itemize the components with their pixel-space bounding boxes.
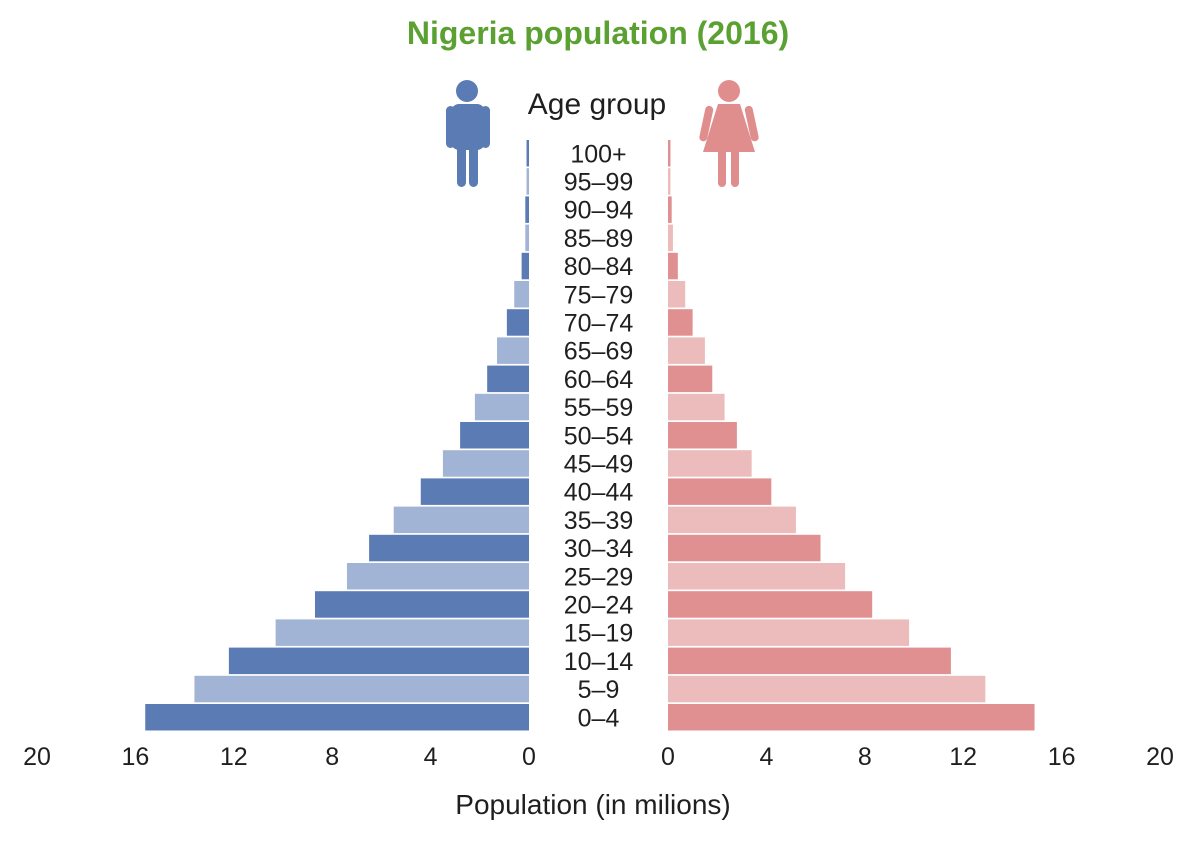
male-bar-1 bbox=[526, 168, 529, 195]
x-tick-label: 8 bbox=[858, 743, 872, 771]
female-bar-4 bbox=[668, 252, 678, 280]
age-group-label: 20–24 bbox=[564, 591, 634, 619]
male-bar-19 bbox=[194, 675, 529, 703]
age-group-label: 15–19 bbox=[564, 620, 634, 648]
x-axis-title: Population (in milions) bbox=[455, 789, 730, 820]
female-bar-14 bbox=[668, 534, 821, 562]
x-tick-label: 16 bbox=[121, 743, 149, 771]
age-group-header: Age group bbox=[528, 88, 666, 121]
female-bar-12 bbox=[668, 478, 772, 505]
x-tick-label: 20 bbox=[1146, 743, 1174, 771]
x-tick-label: 4 bbox=[424, 743, 438, 771]
male-bar-11 bbox=[442, 450, 529, 477]
age-group-label: 100+ bbox=[570, 140, 626, 168]
male-bar-17 bbox=[275, 619, 529, 646]
x-tick-label: 8 bbox=[325, 743, 339, 771]
male-bar-12 bbox=[420, 478, 529, 505]
age-group-label: 10–14 bbox=[564, 648, 634, 676]
x-tick-label: 0 bbox=[661, 743, 675, 771]
x-tick-label: 20 bbox=[23, 743, 51, 771]
age-group-label: 80–84 bbox=[564, 253, 634, 281]
age-group-label: 45–49 bbox=[564, 450, 634, 478]
female-bar-8 bbox=[668, 365, 713, 393]
female-bar-1 bbox=[668, 168, 671, 195]
female-bar-9 bbox=[668, 393, 725, 421]
age-group-label: 35–39 bbox=[564, 507, 634, 535]
age-group-label: 65–69 bbox=[564, 338, 634, 366]
male-bar-3 bbox=[525, 224, 529, 252]
age-group-label: 60–64 bbox=[564, 366, 634, 394]
age-group-label: 40–44 bbox=[564, 479, 634, 507]
male-bar-15 bbox=[346, 563, 529, 590]
female-bar-13 bbox=[668, 506, 796, 534]
male-bar-7 bbox=[497, 337, 529, 364]
age-group-labels: 100+95–9990–9485–8980–8475–7970–7465–696… bbox=[564, 140, 634, 732]
age-group-label: 5–9 bbox=[578, 676, 620, 704]
age-group-label: 85–89 bbox=[564, 225, 634, 253]
female-bar-18 bbox=[668, 647, 951, 675]
x-tick-label: 0 bbox=[522, 743, 536, 771]
female-bars bbox=[668, 140, 1035, 731]
x-tick-label: 12 bbox=[949, 743, 977, 771]
male-bar-14 bbox=[369, 534, 529, 562]
age-group-label: 70–74 bbox=[564, 309, 634, 337]
chart-title: Nigeria population (2016) bbox=[407, 15, 789, 51]
age-group-label: 95–99 bbox=[564, 168, 634, 196]
female-bar-15 bbox=[668, 563, 846, 590]
female-bar-16 bbox=[668, 591, 873, 618]
x-axis-tick-labels: 20 16 12 8 4 0 0 4 8 12 16 20 bbox=[23, 743, 1174, 771]
female-bar-7 bbox=[668, 337, 705, 364]
female-bar-5 bbox=[668, 281, 686, 308]
x-tick-label: 12 bbox=[220, 743, 248, 771]
age-group-label: 0–4 bbox=[578, 704, 620, 732]
female-bar-17 bbox=[668, 619, 910, 646]
male-bar-6 bbox=[506, 309, 529, 336]
age-group-label: 30–34 bbox=[564, 535, 634, 563]
age-group-label: 50–54 bbox=[564, 422, 634, 450]
female-bar-20 bbox=[668, 704, 1035, 731]
age-group-label: 55–59 bbox=[564, 394, 634, 422]
male-bar-4 bbox=[521, 252, 529, 280]
x-tick-label: 4 bbox=[759, 743, 773, 771]
male-bar-2 bbox=[525, 196, 529, 223]
female-bar-10 bbox=[668, 422, 737, 449]
female-bar-3 bbox=[668, 224, 673, 252]
age-group-label: 90–94 bbox=[564, 197, 634, 225]
age-group-label: 75–79 bbox=[564, 281, 634, 309]
female-icon bbox=[699, 80, 759, 187]
female-bar-19 bbox=[668, 675, 986, 703]
female-bar-11 bbox=[668, 450, 752, 477]
x-tick-label: 16 bbox=[1048, 743, 1076, 771]
age-group-label: 25–29 bbox=[564, 563, 634, 591]
male-bar-0 bbox=[526, 140, 529, 167]
male-bar-5 bbox=[514, 281, 529, 308]
male-bar-18 bbox=[228, 647, 529, 675]
female-bar-0 bbox=[668, 140, 671, 167]
male-bar-8 bbox=[487, 365, 529, 393]
male-bar-9 bbox=[474, 393, 529, 421]
male-icon bbox=[446, 80, 490, 187]
male-bar-10 bbox=[460, 422, 529, 449]
female-bar-6 bbox=[668, 309, 693, 336]
male-bars bbox=[145, 140, 530, 731]
female-bar-2 bbox=[668, 196, 672, 223]
male-bar-16 bbox=[314, 591, 529, 618]
male-bar-20 bbox=[145, 704, 530, 731]
male-bar-13 bbox=[393, 506, 529, 534]
